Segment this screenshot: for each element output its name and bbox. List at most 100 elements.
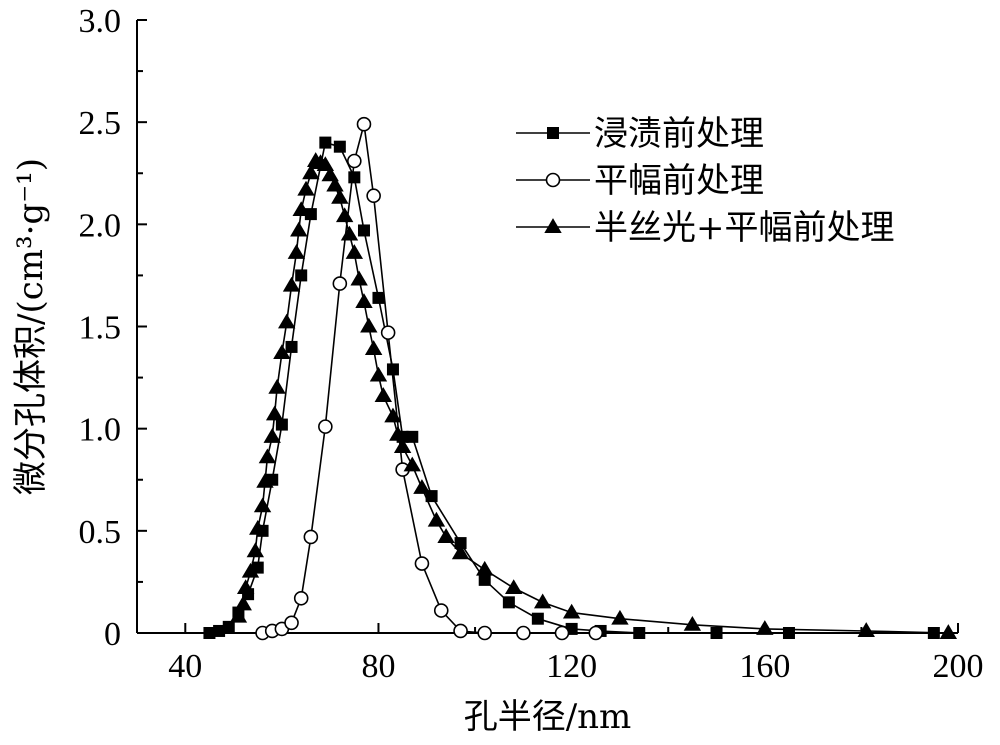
data-point	[477, 625, 493, 641]
data-point	[476, 560, 494, 576]
data-point	[356, 116, 372, 132]
data-point	[554, 625, 570, 641]
data-point	[504, 579, 523, 595]
data-point	[331, 188, 349, 204]
data-point	[318, 419, 333, 434]
data-point	[355, 293, 373, 308]
x-tick-label: 80	[361, 648, 395, 685]
data-point	[246, 542, 265, 558]
data-point	[451, 544, 470, 560]
x-tick-label: 40	[168, 648, 202, 685]
data-point	[258, 448, 277, 464]
axes	[136, 20, 958, 634]
data-point	[284, 615, 299, 631]
data-point	[364, 340, 383, 355]
data-point	[335, 207, 354, 223]
data-point	[333, 140, 346, 153]
data-point	[357, 224, 370, 237]
data-point	[533, 593, 552, 609]
data-point	[562, 603, 581, 619]
data-point	[384, 407, 402, 423]
legend-marker	[547, 127, 559, 139]
series-1	[255, 116, 604, 641]
data-point	[516, 625, 531, 641]
data-point	[256, 472, 274, 488]
data-point	[427, 511, 446, 527]
legend-item: 浸渍前处理	[516, 114, 764, 154]
legend-label: 平幅前处理	[594, 161, 764, 201]
ticks: 40 80 120 160 200 0 0.5 1.0 1.5 2.0 2.5 3.0	[79, 3, 984, 685]
data-point	[293, 590, 309, 606]
data-point	[340, 225, 359, 241]
data-point	[756, 620, 774, 635]
data-point	[222, 620, 235, 633]
data-point	[403, 456, 421, 472]
y-tick-label: 1.5	[79, 310, 122, 347]
data-point	[374, 387, 392, 402]
x-tick-label: 120	[546, 648, 597, 685]
data-point	[241, 562, 260, 578]
data-point	[360, 317, 378, 333]
data-point	[213, 624, 226, 637]
data-point	[454, 537, 467, 550]
series-line	[237, 159, 949, 634]
x-axis-title: 孔半径/nm	[464, 697, 632, 737]
data-point	[386, 363, 399, 376]
data-point	[275, 418, 288, 431]
y-tick-label: 3.0	[79, 3, 122, 40]
data-point	[350, 270, 368, 286]
data-point	[236, 579, 255, 595]
data-point	[406, 430, 419, 443]
legend-marker	[545, 172, 561, 188]
data-point	[433, 603, 449, 618]
legend-item: 平幅前处理	[516, 161, 764, 201]
data-point	[287, 244, 306, 259]
data-point	[345, 244, 364, 259]
data-point	[273, 344, 291, 360]
x-tick-label: 160	[739, 648, 790, 685]
data-point	[268, 378, 286, 394]
data-point	[265, 405, 284, 421]
data-point	[393, 438, 412, 454]
data-point	[304, 208, 317, 221]
data-point	[347, 153, 362, 169]
data-point	[414, 556, 430, 571]
data-point	[710, 627, 723, 639]
data-point	[939, 624, 958, 639]
data-point	[372, 291, 385, 304]
data-point	[588, 625, 604, 641]
data-point	[531, 612, 544, 625]
y-tick-label: 0.5	[79, 514, 122, 551]
y-tick-label: 1.0	[79, 412, 122, 449]
data-point	[611, 609, 629, 625]
data-point	[234, 595, 252, 611]
data-point	[366, 188, 381, 204]
data-point	[478, 573, 491, 586]
data-point	[413, 479, 431, 494]
data-point	[249, 519, 267, 535]
data-point	[369, 366, 388, 382]
data-point	[633, 627, 646, 639]
y-tick-label: 2.0	[79, 207, 122, 244]
y-tick-label: 0	[104, 616, 121, 653]
data-point	[285, 340, 298, 353]
data-point	[263, 428, 281, 443]
data-point	[303, 529, 319, 545]
legend-label: 浸渍前处理	[594, 114, 764, 154]
data-point	[502, 596, 515, 609]
data-point	[297, 180, 315, 196]
legend-marker	[544, 218, 562, 233]
data-point	[302, 164, 320, 180]
data-point	[857, 622, 875, 637]
legend-label: 半丝光+平幅前处理	[594, 208, 895, 248]
legend-item: 半丝光+平幅前处理	[516, 208, 895, 248]
data-point	[332, 276, 348, 291]
y-tick-label: 2.5	[79, 105, 122, 142]
data-point	[282, 276, 301, 292]
data-point	[295, 269, 308, 282]
data-point	[229, 607, 248, 623]
data-point	[203, 627, 216, 639]
data-point	[437, 528, 455, 543]
